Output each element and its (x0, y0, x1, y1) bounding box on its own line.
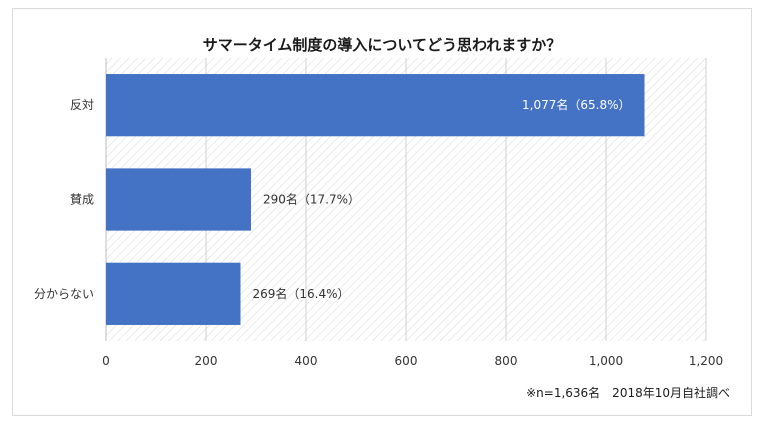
data-label: 269名（16.4%） (253, 286, 350, 301)
x-tick-label: 400 (295, 354, 318, 368)
data-label: 290名（17.7%） (263, 192, 360, 207)
labels: 0 200 400 600 800 1,000 1,200 反対 1,077名（65.8%） 賛成… (34, 97, 723, 368)
bar-1 (106, 74, 645, 137)
x-tick-label: 600 (395, 354, 418, 368)
x-tick-label: 200 (195, 354, 218, 368)
bar-2 (106, 168, 251, 231)
x-tick-label: 800 (495, 354, 518, 368)
bars (106, 74, 645, 325)
category-label: 賛成 (70, 193, 94, 207)
x-tick-label: 1,000 (589, 354, 623, 368)
category-label: 反対 (70, 98, 94, 112)
bar-3 (106, 262, 241, 325)
data-label: 1,077名（65.8%） (522, 97, 630, 112)
category-label: 分からない (34, 287, 94, 301)
x-tick-label: 1,200 (689, 354, 723, 368)
chart-title: サマータイム制度の導入についてどう思われますか？ (202, 36, 562, 54)
footnote: ※n=1,636名 2018年10月自社調べ (526, 386, 730, 400)
x-tick-label: 0 (102, 354, 110, 368)
